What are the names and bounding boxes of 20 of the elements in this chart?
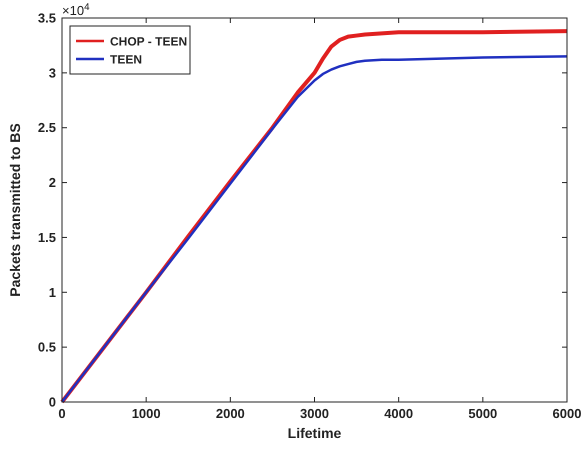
x-tick-label: 3000 bbox=[300, 406, 329, 421]
x-tick-label: 0 bbox=[58, 406, 66, 421]
y-tick-label: 2.5 bbox=[38, 120, 56, 136]
x-axis-title: Lifetime bbox=[288, 425, 342, 441]
y-tick-label: 2 bbox=[48, 175, 56, 190]
y-tick-label: 0.5 bbox=[38, 340, 56, 355]
x-tick-label: 5000 bbox=[468, 406, 498, 421]
annotation: ×10$^{4}$ bbox=[62, 2, 90, 18]
x-tick-label: 2000 bbox=[216, 406, 245, 421]
y-axis-title: Packets transmitted to BS bbox=[7, 123, 23, 297]
y-tick-label: 3.5 bbox=[38, 10, 56, 26]
legend-label: CHOP - TEEN bbox=[110, 34, 188, 48]
y-tick-label: 1 bbox=[48, 284, 56, 300]
x-tick-label: 6000 bbox=[552, 406, 582, 421]
x-tick-label: 1000 bbox=[132, 406, 161, 421]
y-tick-label: 1.5 bbox=[38, 230, 56, 245]
x-tick-label: 4000 bbox=[384, 406, 414, 421]
y-tick-label: 3 bbox=[48, 65, 56, 80]
y-tick-label: 0 bbox=[48, 394, 56, 410]
legend-label: TEEN bbox=[110, 52, 142, 66]
